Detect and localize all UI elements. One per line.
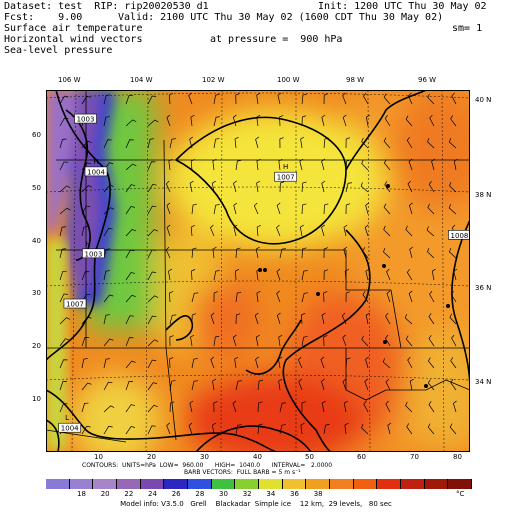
contour-info: CONTOURS: UNITS=hPa LOW= 960.00 HIGH= 10… [82, 462, 333, 469]
header-dataset: Dataset: test RIP: rip20020530 d1 [4, 1, 209, 12]
colorbar-cell [259, 479, 283, 489]
colorbar-cell [211, 479, 236, 489]
contour-label: H [93, 158, 98, 166]
header-init: Init: 1200 UTC Thu 30 May 02 [318, 1, 487, 12]
colorbar-cell [69, 479, 94, 489]
colorbar-label: 36 [290, 490, 299, 498]
lat-label: 38 N [475, 191, 492, 199]
y-tick-label: 20 [32, 342, 41, 350]
x-tick-label: 20 [147, 453, 156, 461]
lon-label: 98 W [346, 76, 365, 84]
header-pressure: at pressure = 900 hPa [210, 34, 343, 45]
colorbar-label: °C [455, 490, 465, 498]
y-tick-label: 40 [32, 237, 41, 245]
x-tick-label: 50 [305, 453, 314, 461]
colorbar-cell [235, 479, 259, 489]
colorbar-cell [401, 479, 425, 489]
x-tick-label: 40 [253, 453, 262, 461]
y-tick-label: 60 [32, 131, 41, 139]
colorbar-cell [306, 479, 330, 489]
x-tick-label: 70 [410, 453, 419, 461]
header-valid: Valid: 2100 UTC Thu 30 May 02 (1600 CDT … [118, 12, 444, 23]
colorbar-label: 38 [313, 490, 323, 498]
lon-label: 104 W [130, 76, 153, 84]
latlon-grid [46, 90, 470, 452]
contour-label: L [65, 414, 69, 422]
contour-label: 1003 [77, 116, 95, 124]
colorbar-cell [140, 479, 165, 489]
wind-barbs [59, 92, 458, 435]
colorbar-label: 24 [148, 490, 157, 498]
header-fcst: Fcst: 9.00 [4, 12, 83, 23]
contour-label: 1007 [277, 174, 295, 182]
lon-label: 102 W [202, 76, 225, 84]
colorbar-label: 26 [171, 490, 181, 498]
colorbar-label: 20 [100, 490, 110, 498]
colorbar-cell [93, 479, 117, 489]
contour-labels: 1003 H 1004 H 1003 1007 H 1007 1008 L 1004 [58, 113, 470, 433]
colorbar-cell [353, 479, 378, 489]
colorbar-label: 22 [124, 490, 134, 498]
lon-label: 100 W [277, 76, 300, 84]
temperature-map: 1003 H 1004 H 1003 1007 H 1007 1008 L 1004 [46, 90, 470, 452]
colorbar-cell [282, 479, 307, 489]
contour-label: H [86, 240, 91, 248]
colorbar-cell [424, 479, 449, 489]
pressure-contours [46, 90, 470, 452]
colorbar-cell [117, 479, 141, 489]
x-tick-label: 80 [453, 453, 462, 461]
lat-label: 34 N [475, 378, 492, 386]
colorbar-cell [164, 479, 188, 489]
y-tick-label: 10 [32, 395, 41, 403]
header-vectors: Horizontal wind vectors [4, 34, 143, 45]
colorbar-cell [330, 479, 354, 489]
colorbar-label: 32 [242, 490, 252, 498]
barb-info: BARB VECTORS: FULL BARB = 5 m s⁻¹ [184, 469, 301, 476]
colorbar-label: 28 [195, 490, 205, 498]
lon-label: 96 W [418, 76, 437, 84]
header-slp: Sea-level pressure [4, 45, 113, 56]
lat-label: 40 N [475, 96, 492, 104]
contour-label: 1008 [451, 232, 469, 240]
colorbar-label: 30 [219, 490, 228, 498]
y-tick-label: 30 [32, 289, 41, 297]
colorbar-cell [448, 479, 472, 489]
contour-label: H [283, 163, 288, 171]
contour-label: 1003 [84, 250, 102, 258]
contour-label: 1004 [61, 425, 79, 433]
contour-label: 1007 [66, 301, 84, 309]
x-tick-label: 10 [94, 453, 103, 461]
lat-label: 36 N [475, 284, 492, 292]
model-info: Model info: V3.5.0 Grell Blackadar Simpl… [120, 500, 392, 508]
header-smoothing: sm= 1 [452, 23, 483, 34]
colorbar-cell [188, 479, 212, 489]
x-tick-label: 60 [357, 453, 366, 461]
header-field: Surface air temperature [4, 23, 143, 34]
contour-label: 1004 [87, 168, 105, 176]
colorbar-cell [377, 479, 401, 489]
stations [258, 184, 450, 388]
lon-label: 106 W [58, 76, 81, 84]
x-tick-label: 30 [200, 453, 209, 461]
colorbar-cell [46, 479, 70, 489]
colorbar-label: 34 [266, 490, 276, 498]
y-tick-label: 50 [32, 184, 41, 192]
colorbar-label: 18 [77, 490, 86, 498]
temperature-colorbar [46, 479, 472, 489]
